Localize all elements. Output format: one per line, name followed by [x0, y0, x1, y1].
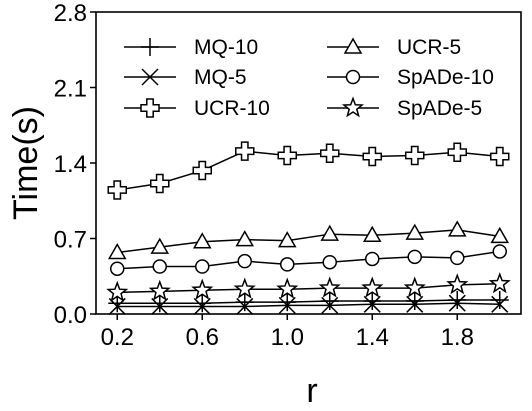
- y-tick-label: 2.1: [54, 76, 87, 103]
- data-point-ucr-5: [447, 220, 467, 237]
- data-point-spade-10: [450, 250, 465, 266]
- data-point-ucr-5: [362, 225, 382, 243]
- data-point-spade-10: [195, 259, 210, 274]
- data-point-mq-5: [236, 297, 254, 315]
- series-line-mq-10: [117, 299, 500, 304]
- series-line-ucr-5: [117, 229, 500, 254]
- data-point-spade-10: [237, 253, 252, 269]
- data-point-mq-5: [491, 295, 509, 313]
- x-tick-label: 1.4: [356, 324, 389, 351]
- data-point-mq-10: [405, 292, 424, 311]
- data-point-mq-5: [151, 297, 169, 315]
- data-point-spade-5: [403, 276, 426, 298]
- data-point-mq-10: [235, 293, 254, 312]
- x-axis-title: r: [306, 372, 317, 410]
- data-point-mq-5: [278, 296, 296, 314]
- data-point-spade-10: [322, 254, 337, 270]
- data-point-ucr-5: [192, 232, 212, 249]
- data-point-spade-5: [276, 277, 299, 299]
- data-point-ucr-5: [277, 231, 297, 248]
- data-point-mq-10: [320, 292, 339, 311]
- data-point-mq-10: [278, 293, 297, 312]
- data-point-mq-10: [448, 290, 467, 309]
- data-point-spade-10: [407, 249, 422, 265]
- data-point-mq-5: [406, 295, 424, 313]
- data-point-mq-5: [448, 294, 466, 312]
- legend-label-spade-5: SpADe-5: [397, 97, 482, 120]
- data-point-ucr-10: [107, 180, 127, 200]
- data-point-spade-10: [152, 259, 167, 274]
- data-point-mq-5: [108, 297, 126, 315]
- data-point-spade-5: [233, 277, 256, 299]
- data-point-mq-10: [193, 294, 212, 313]
- legend-marker-spade-10: [345, 69, 361, 85]
- data-point-spade-5: [191, 278, 214, 300]
- data-point-ucr-10: [320, 143, 340, 164]
- legend-label-ucr-10: UCR-10: [194, 97, 270, 120]
- legend-label-mq-5: MQ-5: [194, 66, 247, 89]
- series-ucr-5: [107, 220, 510, 260]
- series-mq-10: [108, 290, 509, 313]
- data-point-ucr-10: [405, 145, 425, 166]
- legend-label-spade-10: SpADe-10: [397, 66, 494, 89]
- data-point-spade-5: [318, 276, 341, 298]
- legend: MQ-10 MQ-5 UCR-10 UCR-5 SpADe-10 SpADe-5: [124, 36, 494, 120]
- data-point-ucr-5: [405, 223, 425, 240]
- legend-label-mq-10: MQ-10: [194, 36, 258, 59]
- series-ucr-10: [107, 141, 510, 200]
- legend-marker-ucr-5: [343, 37, 363, 54]
- series-spade-10: [110, 244, 507, 276]
- legend-marker-mq-10: [141, 38, 159, 56]
- data-point-mq-10: [490, 290, 509, 309]
- data-point-mq-5: [321, 296, 339, 314]
- data-point-mq-5: [363, 295, 381, 313]
- x-tick-label: 0.2: [101, 324, 134, 351]
- legend-marker-mq-5: [141, 68, 159, 86]
- x-tick-label: 1.8: [441, 324, 474, 351]
- data-point-ucr-5: [490, 226, 510, 244]
- data-point-spade-10: [280, 257, 295, 272]
- series-line-spade-5: [117, 283, 500, 294]
- data-point-ucr-10: [490, 146, 510, 167]
- data-point-spade-5: [361, 276, 384, 298]
- data-point-ucr-5: [235, 230, 255, 247]
- data-point-spade-5: [106, 280, 129, 302]
- y-tick-label: 1.4: [54, 151, 87, 178]
- data-point-ucr-5: [150, 237, 170, 254]
- series-line-spade-10: [117, 250, 500, 270]
- x-tick-label: 1.0: [271, 324, 304, 351]
- series-mq-5: [108, 294, 509, 315]
- data-point-ucr-10: [150, 173, 170, 194]
- data-point-spade-5: [148, 279, 171, 301]
- series-spade-5: [106, 272, 511, 302]
- legend-marker-ucr-10: [140, 98, 160, 118]
- y-tick-label: 0.7: [54, 227, 87, 254]
- data-point-mq-10: [150, 294, 169, 313]
- data-point-ucr-5: [107, 243, 127, 260]
- data-point-ucr-5: [320, 224, 340, 241]
- data-point-ucr-10: [362, 146, 382, 167]
- data-point-ucr-10: [235, 141, 255, 161]
- legend-marker-spade-5: [341, 96, 365, 118]
- data-point-mq-5: [193, 297, 211, 315]
- data-point-spade-10: [492, 244, 507, 259]
- data-point-spade-10: [110, 261, 125, 276]
- series-line-ucr-10: [117, 150, 500, 191]
- data-point-spade-5: [446, 273, 469, 295]
- data-point-spade-5: [488, 272, 511, 294]
- data-point-ucr-10: [447, 142, 467, 162]
- y-tick-label: 2.8: [54, 0, 87, 27]
- data-point-ucr-10: [277, 145, 297, 166]
- data-point-spade-10: [365, 251, 380, 267]
- x-tick-label: 0.6: [186, 324, 219, 351]
- legend-label-ucr-5: UCR-5: [397, 36, 461, 59]
- y-axis-title: Time(s): [7, 106, 45, 220]
- y-tick-label: 0.0: [54, 302, 87, 329]
- data-point-mq-10: [363, 292, 382, 311]
- series-line-mq-5: [117, 302, 500, 308]
- data-point-ucr-10: [192, 160, 212, 181]
